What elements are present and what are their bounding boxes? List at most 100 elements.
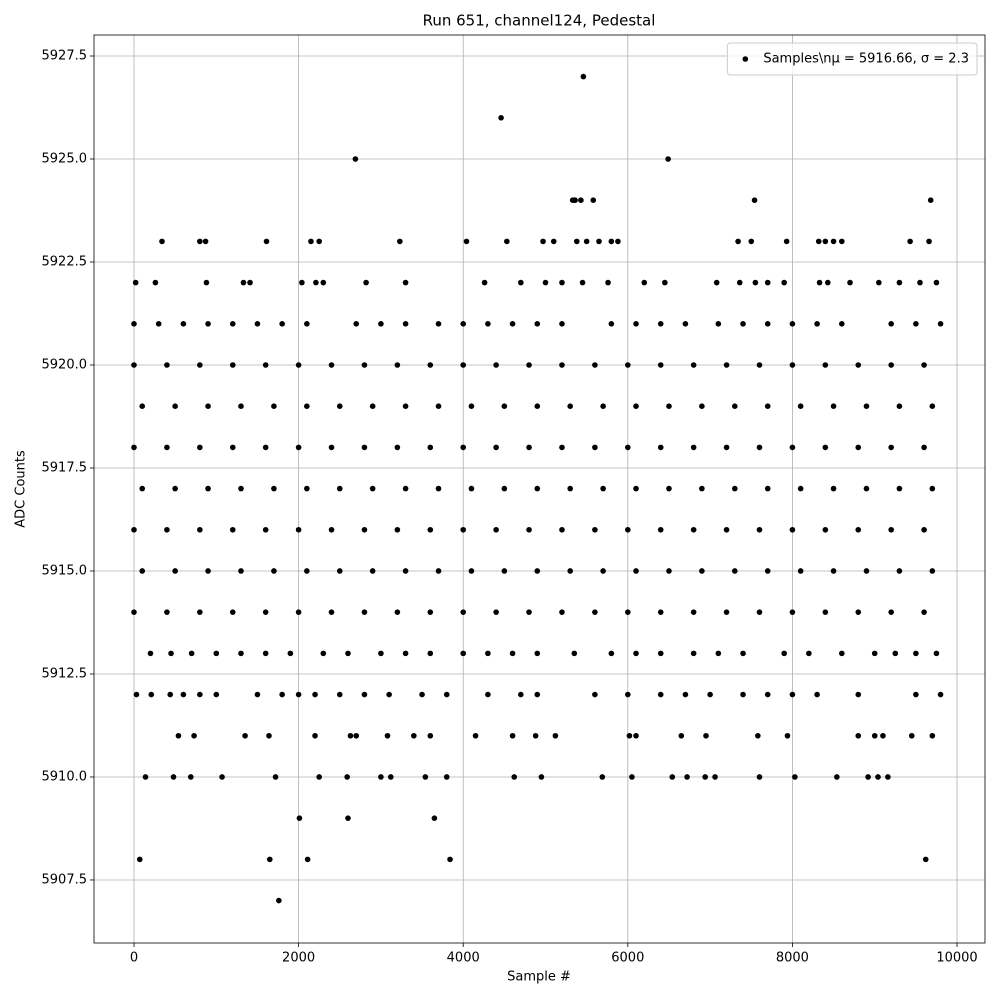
point [552,732,559,739]
point [657,691,664,698]
point [863,485,870,492]
point [740,691,746,698]
y-tick-label: 5907.5 [42,872,88,887]
point [690,526,697,533]
point [921,526,927,533]
point [789,526,796,533]
point [657,444,664,451]
point [540,238,546,245]
point [933,279,940,286]
point [534,691,541,698]
point [336,691,343,698]
point [155,320,162,327]
point [599,774,606,780]
point [723,526,730,533]
point [534,320,541,327]
point [361,444,368,451]
point [723,362,730,368]
point [764,568,771,574]
point [460,362,467,368]
point [361,609,368,615]
y-tick-label: 5910.0 [42,769,88,784]
point [229,444,236,451]
point [929,732,936,739]
point [732,403,738,409]
point [538,774,545,780]
point [197,238,203,245]
point [929,568,936,574]
point [880,732,886,739]
point [784,732,791,739]
point [369,403,376,409]
point [229,320,236,327]
point [657,609,664,615]
point [865,774,871,780]
point [542,279,549,286]
point [402,568,409,574]
point [625,362,631,368]
point [814,691,820,698]
point [394,362,401,368]
point [684,774,690,780]
point [308,238,314,245]
point [328,526,335,533]
point [559,526,565,533]
point [781,650,787,657]
point [590,197,597,204]
point [756,444,763,451]
x-tick-label: 6000 [611,951,644,966]
x-tick-label: 0 [130,951,138,966]
point [435,485,442,492]
point [304,485,310,492]
point [328,362,335,368]
point [213,691,220,698]
point [136,856,143,863]
point [838,320,845,327]
point [147,650,154,657]
point [263,238,270,245]
point [369,568,376,574]
point [167,691,174,698]
point [205,485,211,492]
point [139,568,146,574]
point [735,238,741,245]
point [312,691,318,698]
point [608,650,615,657]
point [172,403,178,409]
point [608,320,615,327]
point [534,485,541,492]
point [896,568,903,574]
point [929,403,936,409]
point [402,320,409,327]
point [682,320,689,327]
point [712,774,718,780]
point [170,774,177,780]
point [295,609,302,615]
point [830,238,837,245]
point [615,238,621,245]
point [485,691,491,698]
point [534,403,541,409]
point [509,320,516,327]
point [600,568,606,574]
point [592,362,598,368]
point [764,691,771,698]
point [888,320,894,327]
point [633,732,639,739]
point [197,526,203,533]
y-tick-label: 5915.0 [42,563,88,578]
point [387,774,394,780]
point [402,403,409,409]
point [871,732,878,739]
point [148,691,155,698]
point [435,568,442,574]
point [783,238,790,245]
point [863,568,870,574]
point [822,362,829,368]
point [657,526,664,533]
point [386,691,392,698]
y-tick-label: 5925.0 [42,152,88,167]
point [394,526,401,533]
point [657,362,664,368]
